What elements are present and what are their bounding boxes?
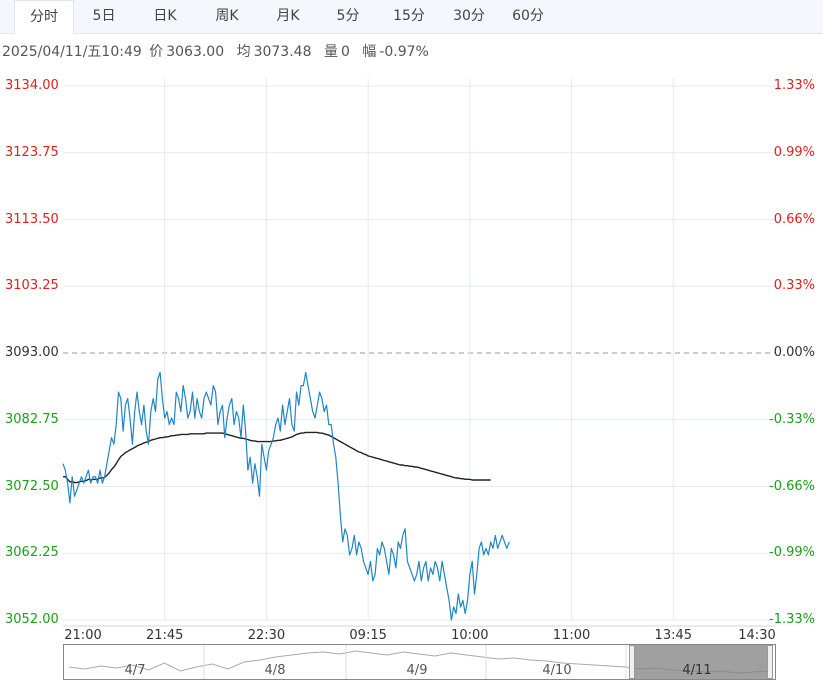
tab-5-min[interactable]: 5分 xyxy=(336,8,360,24)
time-tick-label: 13:45 xyxy=(654,628,693,643)
percent-tick-label: -0.33% xyxy=(769,411,815,427)
price-value: 3063.00 xyxy=(166,44,225,60)
tab-60-min[interactable]: 60分 xyxy=(512,8,544,24)
time-tick-label: 09:15 xyxy=(349,628,387,643)
nav-label-4-9: 4/9 xyxy=(406,663,428,678)
price-label: 价 xyxy=(149,44,164,60)
quote-datetime: 2025/04/11/五10:49 xyxy=(2,44,142,60)
time-tick-label: 10:00 xyxy=(451,628,489,643)
time-tick-label: 22:30 xyxy=(247,628,286,643)
time-tick-label: 21:00 xyxy=(64,628,102,643)
percent-tick-label: 0.66% xyxy=(773,211,815,227)
navigator-selected-window[interactable] xyxy=(634,645,769,679)
tab-daily-k[interactable]: 日K xyxy=(153,8,177,24)
price-tick-label: 3134.00 xyxy=(5,78,59,93)
price-line xyxy=(62,371,510,621)
price-tick-label: 3082.75 xyxy=(5,411,59,427)
percent-tick-label: 0.00% xyxy=(773,345,815,360)
price-tick-label: 3103.25 xyxy=(5,278,59,294)
chart-lines xyxy=(62,371,510,621)
price-tick-label: 3052.00 xyxy=(5,612,59,627)
nav-label-4-10: 4/10 xyxy=(542,663,572,678)
tab-5-day[interactable]: 5日 xyxy=(92,8,116,24)
tab-15-min[interactable]: 15分 xyxy=(393,8,425,24)
percent-tick-label: 0.33% xyxy=(773,278,815,294)
time-tick-label: 11:00 xyxy=(552,628,591,643)
avg-label: 均 xyxy=(236,44,251,60)
tab-30-min[interactable]: 30分 xyxy=(453,8,485,24)
navigator-left-handle[interactable] xyxy=(629,645,635,679)
chart-grid xyxy=(63,78,775,627)
time-tick-label: 21:45 xyxy=(145,628,184,643)
volume-value: 0 xyxy=(340,44,350,60)
percent-tick-label: -0.99% xyxy=(769,545,815,561)
price-tick-label: 3062.25 xyxy=(5,545,59,561)
change-value: -0.97% xyxy=(379,44,429,60)
percent-tick-label: 0.99% xyxy=(773,144,815,160)
tab-weekly-k[interactable]: 周K xyxy=(215,8,239,24)
period-tab-bar: 分时 5日 日K 周K 月K 5分 15分 30分 60分 xyxy=(0,0,823,34)
nav-label-4-7: 4/7 xyxy=(124,663,146,678)
percent-tick-label: -1.33% xyxy=(769,612,815,627)
nav-label-4-11: 4/11 xyxy=(682,663,712,678)
average-price-line xyxy=(63,431,491,484)
price-tick-label: 3113.50 xyxy=(5,211,59,227)
volume-label: 量 xyxy=(323,44,338,60)
price-tick-label: 3093.00 xyxy=(5,345,59,360)
price-tick-label: 3072.50 xyxy=(5,478,59,494)
change-label: 幅 xyxy=(362,44,377,60)
range-navigator[interactable]: 4/7 4/8 4/9 4/10 4/11 xyxy=(63,644,776,680)
time-tick-label: 14:30 xyxy=(738,628,776,643)
navigator-right-handle[interactable] xyxy=(767,645,773,679)
tab-monthly-k[interactable]: 月K xyxy=(276,8,300,24)
tab-intraday[interactable]: 分时 xyxy=(14,0,74,34)
avg-value: 3073.48 xyxy=(253,44,312,60)
percent-tick-label: 1.33% xyxy=(773,78,815,93)
percent-tick-label: -0.66% xyxy=(769,478,815,494)
nav-label-4-8: 4/8 xyxy=(264,663,286,678)
price-tick-label: 3123.75 xyxy=(5,144,59,160)
